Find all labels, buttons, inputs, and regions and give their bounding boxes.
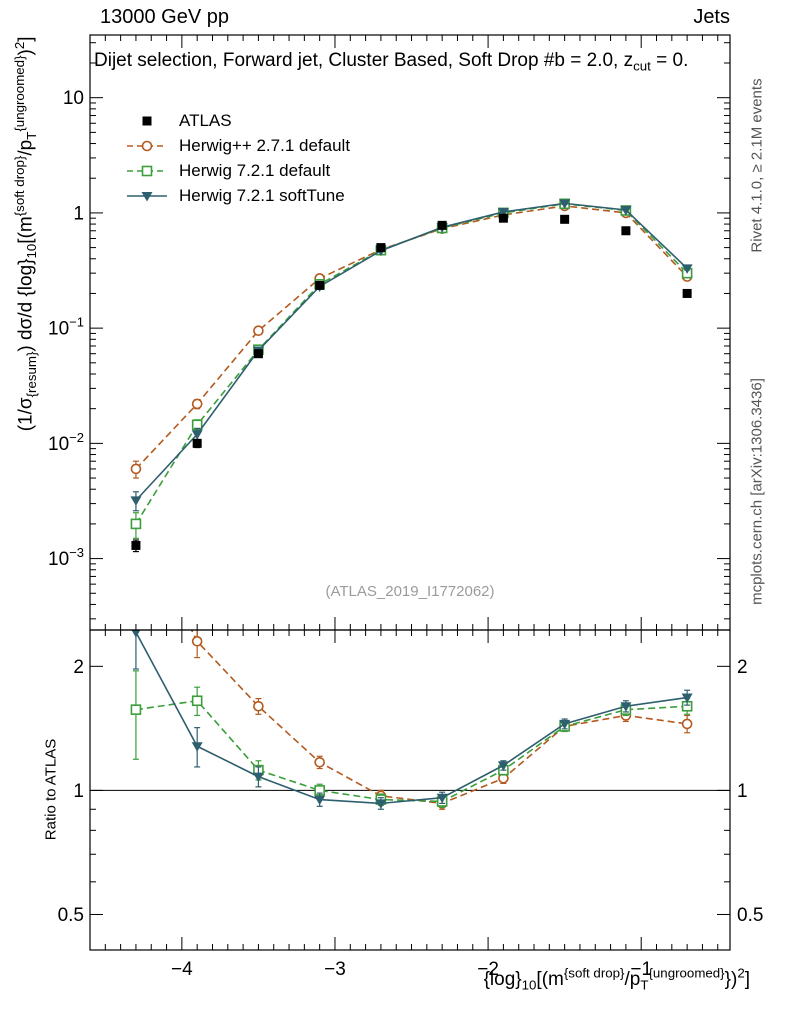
svg-text:−2: −2 — [477, 959, 499, 980]
analysis-id-watermark: (ATLAS_2019_I1772062) — [325, 583, 495, 600]
ratio-series-herwig-2-7-1-default — [190, 630, 693, 810]
svg-text:−3: −3 — [324, 959, 346, 980]
svg-text:10−2: 10−2 — [48, 430, 84, 455]
legend-item-herwigpp-default: Herwig++ 2.7.1 default — [124, 133, 350, 158]
plot-title-main: Dijet selection, Forward jet, Cluster Ba… — [94, 50, 634, 71]
svg-text:10: 10 — [63, 88, 84, 109]
legend-label: Herwig 7.2.1 default — [179, 160, 331, 180]
y-axis-title: (1/σ{resum}) dσ/d {log}10[(m{soft drop}/… — [12, 36, 40, 432]
svg-text:2: 2 — [737, 657, 748, 678]
ratio-panel-series — [90, 630, 730, 810]
legend-marker-sample — [127, 165, 167, 176]
legend-marker-sample — [127, 191, 167, 201]
analysis-group-label: Jets — [693, 6, 730, 28]
legend-label: ATLAS — [179, 110, 232, 130]
rivet-version-note: Rivet 4.1.0, ≥ 2.1M events — [748, 78, 766, 253]
svg-text:2: 2 — [73, 657, 84, 678]
main-panel-series — [130, 198, 693, 553]
svg-text:1: 1 — [73, 781, 84, 802]
plot-title: Dijet selection, Forward jet, Cluster Ba… — [94, 50, 749, 74]
svg-text:0.5: 0.5 — [737, 905, 763, 926]
ratio-series-herwig-7-2-1-default — [130, 670, 693, 808]
legend: ATLAS Herwig++ 2.7.1 default Herwig 7.2.… — [124, 108, 350, 208]
legend-item-herwig7-softtune: Herwig 7.2.1 softTune — [124, 183, 350, 208]
series-herwig-7-2-1-softtune — [130, 199, 693, 512]
svg-text:10−3: 10−3 — [48, 545, 84, 570]
ratio-axis-title: Ratio to ATLAS — [42, 738, 60, 841]
series-herwig-2-7-1-default — [130, 200, 693, 479]
svg-text:−4: −4 — [171, 959, 193, 980]
mcplots-credit-note: mcplots.cern.ch [arXiv:1306.3436] — [748, 378, 766, 605]
ratio-series-herwig-7-2-1-softtune — [131, 630, 693, 810]
x-axis-title: {log}10[(m{soft drop}/pT{ungroomed}})2] — [483, 966, 750, 993]
legend-item-atlas: ATLAS — [124, 108, 350, 133]
svg-text:0.5: 0.5 — [58, 905, 84, 926]
series-herwig-7-2-1-default — [130, 198, 693, 539]
legend-label: Herwig 7.2.1 softTune — [179, 185, 345, 205]
ratio-panel-frame — [89, 629, 731, 951]
panel-frames — [89, 34, 731, 951]
svg-text:10−1: 10−1 — [48, 315, 84, 340]
svg-text:−1: −1 — [630, 959, 652, 980]
legend-marker-sample — [142, 116, 152, 125]
axis-ticks — [90, 35, 730, 950]
legend-item-herwig7-default: Herwig 7.2.1 default — [124, 158, 350, 183]
series-atlas — [131, 213, 692, 553]
axis-tick-labels: 10 1 10−1 10−2 10−3 2 2 1 1 0.5 0.5 −4 −3 −2 −1 — [48, 88, 763, 980]
legend-marker-sample — [127, 140, 167, 151]
beam-energy-label: 13000 GeV pp — [100, 6, 229, 28]
svg-text:1: 1 — [73, 203, 84, 224]
plot-title-end: = 0. — [650, 50, 689, 71]
svg-text:1: 1 — [737, 781, 748, 802]
legend-label: Herwig++ 2.7.1 default — [179, 135, 351, 155]
plot-title-sub: cut — [633, 58, 651, 74]
